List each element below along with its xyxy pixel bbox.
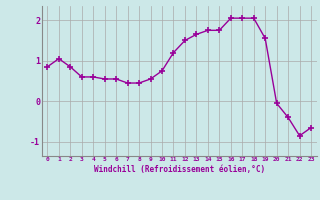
X-axis label: Windchill (Refroidissement éolien,°C): Windchill (Refroidissement éolien,°C): [94, 165, 265, 174]
